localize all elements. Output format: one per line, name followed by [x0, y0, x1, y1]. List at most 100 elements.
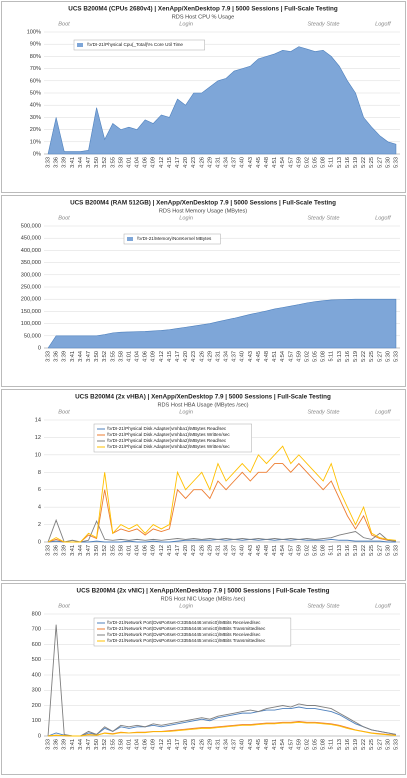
chart-title: UCS B200M4 (2x vHBA) | XenApp/XenDesktop…	[75, 394, 331, 401]
x-tick-label: 5:16	[345, 545, 351, 556]
x-tick-label: 4:54	[280, 157, 286, 168]
x-tick-label: 5:19	[353, 739, 359, 750]
y-tick-label: 40%	[30, 103, 41, 109]
y-tick-label: 700	[32, 627, 41, 633]
x-tick-label: 4:40	[240, 739, 246, 750]
x-tick-label: 4:29	[207, 157, 213, 168]
x-tick-label: 3:44	[78, 351, 84, 362]
y-tick-label: 100,000	[21, 321, 41, 327]
phase-label: Login	[179, 603, 193, 609]
phase-label: Boot	[58, 215, 70, 221]
x-tick-label: 3:47	[86, 739, 92, 750]
x-tick-label: 5:22	[361, 351, 367, 362]
x-tick-label: 3:41	[70, 157, 76, 168]
x-tick-label: 4:48	[264, 739, 270, 750]
y-tick-label: 50%	[30, 90, 41, 96]
x-tick-label: 3:33	[46, 545, 52, 556]
line	[47, 518, 396, 543]
y-tick-label: 90%	[30, 42, 41, 48]
x-tick-label: 5:16	[345, 351, 351, 362]
legend-label: \\VDI-21\Physical Cpu(_Total)\% Core Uti…	[87, 42, 183, 47]
x-tick-label: 4:20	[183, 157, 189, 168]
x-tick-label: 5:13	[337, 545, 343, 556]
x-tick-label: 4:06	[143, 157, 149, 168]
x-tick-label: 4:34	[224, 739, 230, 750]
x-tick-label: 5:02	[304, 739, 310, 750]
x-tick-label: 4:01	[126, 545, 132, 556]
x-tick-label: 3:55	[110, 739, 116, 750]
legend-label: \\VDI-21\Network Port(DvsPortset-0:33554…	[107, 632, 261, 637]
x-tick-label: 5:11	[329, 739, 335, 749]
legend-label: \\VDI-21\Physical Disk Adapter(vmhba2)\M…	[107, 444, 230, 449]
panel	[1, 195, 406, 387]
x-tick-label: 4:26	[199, 545, 205, 556]
x-tick-label: 5:27	[377, 351, 383, 362]
x-tick-label: 4:17	[175, 545, 181, 556]
legend-box	[93, 423, 252, 453]
x-tick-label: 4:45	[256, 545, 262, 556]
x-tick-label: 5:19	[353, 157, 359, 168]
x-tick-label: 4:15	[167, 351, 173, 362]
legend-label: \\VDI-21\Physical Disk Adapter(vmhba1)\M…	[107, 432, 230, 437]
x-tick-label: 5:30	[385, 545, 391, 556]
x-tick-label: 4:31	[215, 351, 221, 362]
x-tick-label: 5:05	[313, 351, 319, 362]
x-tick-label: 5:30	[385, 739, 391, 750]
y-tick-label: 350,000	[21, 260, 41, 266]
y-tick-label: 0%	[33, 151, 41, 157]
x-tick-label: 4:40	[240, 157, 246, 168]
legend-box	[123, 233, 221, 245]
x-tick-label: 4:37	[232, 545, 238, 556]
x-tick-label: 4:37	[232, 739, 238, 750]
x-tick-label: 4:09	[151, 351, 157, 362]
x-tick-label: 3:39	[62, 157, 68, 168]
x-tick-label: 5:13	[337, 351, 343, 362]
x-tick-label: 4:20	[183, 545, 189, 556]
y-tick-label: 600	[32, 642, 41, 648]
x-tick-label: 4:59	[296, 157, 302, 168]
x-tick-label: 4:43	[248, 739, 254, 750]
x-tick-label: 5:02	[304, 351, 310, 362]
x-tick-label: 4:29	[207, 739, 213, 750]
x-tick-label: 4:23	[191, 157, 197, 168]
x-tick-label: 3:47	[86, 157, 92, 168]
x-tick-label: 4:48	[264, 545, 270, 556]
phase-label: Steady State	[307, 409, 339, 415]
legend-label: \\VDI-21\Physical Disk Adapter(vmhba2)\M…	[107, 438, 227, 443]
y-tick-label: 100	[32, 718, 41, 724]
x-tick-label: 5:19	[353, 545, 359, 556]
y-tick-label: 70%	[30, 66, 41, 72]
x-tick-label: 5:33	[393, 157, 399, 168]
y-tick-label: 400	[32, 672, 41, 678]
x-tick-label: 5:33	[393, 545, 399, 556]
x-tick-label: 5:11	[329, 157, 335, 167]
x-tick-label: 4:26	[199, 351, 205, 362]
y-tick-label: 500	[32, 657, 41, 663]
line	[48, 721, 396, 737]
x-tick-label: 4:12	[159, 545, 165, 556]
x-tick-label: 5:08	[321, 545, 327, 556]
x-tick-label: 5:25	[369, 545, 375, 556]
phase-label: Logoff	[375, 215, 392, 221]
x-tick-label: 4:04	[135, 739, 141, 750]
x-tick-label: 5:22	[361, 739, 367, 750]
line	[47, 706, 397, 737]
x-tick-label: 4:15	[167, 545, 173, 556]
x-tick-label: 4:31	[215, 739, 221, 750]
y-tick-label: 200	[32, 703, 41, 709]
y-tick-label: 100%	[27, 29, 41, 35]
y-tick-label: 4	[38, 505, 41, 511]
y-tick-label: 20%	[30, 127, 41, 133]
x-tick-label: 3:55	[110, 157, 116, 168]
x-tick-label: 4:43	[248, 157, 254, 168]
x-tick-label: 4:57	[288, 351, 294, 362]
x-tick-label: 4:59	[296, 545, 302, 556]
x-tick-label: 4:59	[296, 739, 302, 750]
x-tick-label: 3:58	[118, 545, 124, 556]
x-tick-label: 5:27	[377, 545, 383, 556]
y-tick-label: 60%	[30, 78, 41, 84]
x-tick-label: 4:48	[264, 351, 270, 362]
phase-label: Boot	[58, 21, 70, 27]
x-tick-label: 4:34	[224, 157, 230, 168]
